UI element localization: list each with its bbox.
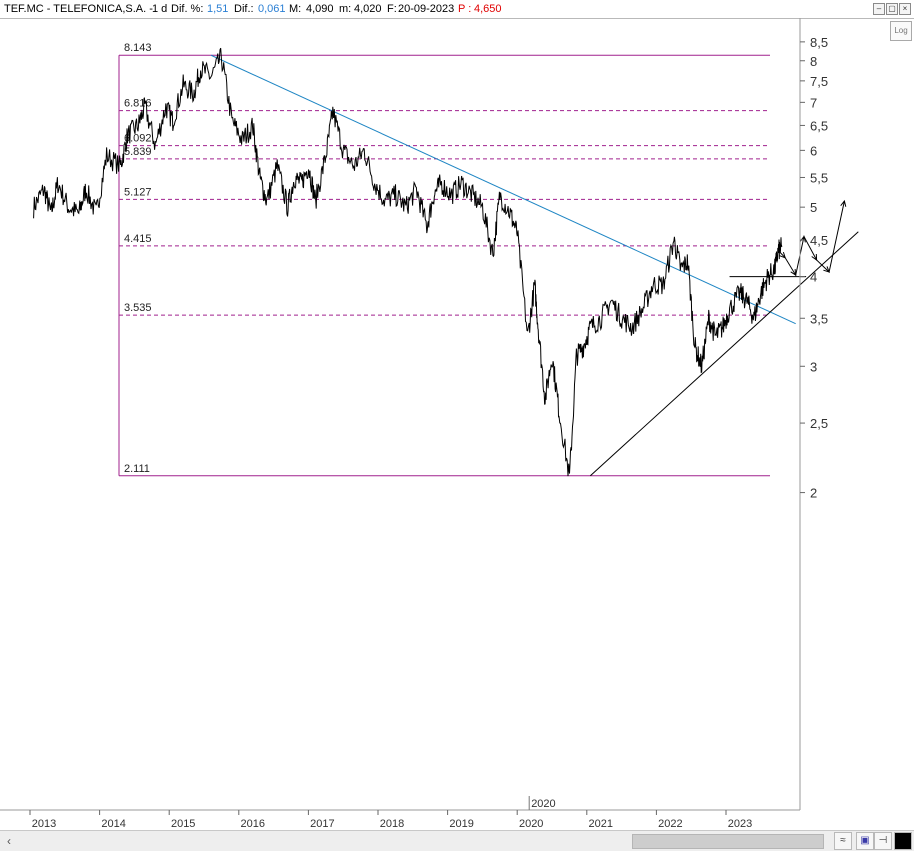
x-tick-label: 2014	[101, 818, 125, 830]
x-tick-label: 2015	[171, 818, 195, 830]
projection-arrowhead	[823, 266, 830, 273]
fib-level-label: 5.127	[124, 186, 152, 198]
fib-level-label: 6.092	[124, 133, 152, 145]
projection-arrowhead	[779, 251, 786, 259]
projection-arrowhead	[811, 253, 818, 262]
color-swatch-icon[interactable]	[894, 832, 912, 850]
minimize-button[interactable]: –	[873, 3, 885, 15]
y-tick-label: 3,5	[810, 311, 828, 326]
log-scale-button[interactable]: Log	[890, 21, 912, 41]
dif-pct-value: 1,51	[207, 3, 229, 15]
y-tick-label: 3	[810, 359, 817, 374]
scroll-left-arrow-icon[interactable]: ‹	[7, 834, 11, 848]
x-marker-label: 2020	[531, 798, 555, 810]
x-tick-label: 2020	[519, 818, 543, 830]
y-tick-label: 4,5	[810, 233, 828, 248]
date-value: 20-09-2023	[398, 3, 455, 15]
axes: 8,5 8 7,5 7 6,5 6 5,5 5 4,5 4 3,5 3 2,5 2 2013 2014 2015…	[0, 18, 828, 830]
y-tick-label: 5	[810, 200, 817, 215]
x-tick-label: 2022	[658, 818, 682, 830]
y-tick-label: 2,5	[810, 416, 828, 431]
y-tick-label: 4	[810, 270, 817, 285]
x-tick-label: 2021	[589, 818, 613, 830]
chart-header: TEF.MC - TELEFONICA,S.A. - 1 d Dif. %: 1…	[0, 0, 914, 19]
zoom-fit-icon[interactable]: ≈	[834, 832, 852, 850]
fib-level-label: 2.111	[124, 463, 150, 475]
price-line	[33, 47, 783, 477]
y-tick-label: 7,5	[810, 74, 828, 89]
max-value: 4,090	[306, 3, 334, 15]
min-label: m:	[339, 3, 352, 15]
fib-level-label: 5.839	[124, 146, 152, 158]
y-tick-label: 2	[810, 486, 817, 501]
fib-level-label: 6.816	[124, 98, 152, 110]
date-label: F:	[387, 3, 397, 15]
downtrend-line	[210, 54, 796, 325]
dif-pct-label: Dif. %:	[171, 3, 204, 15]
restore-button[interactable]: ▢	[886, 3, 898, 15]
fib-level-label: 4.415	[124, 233, 152, 245]
period-label: 1 d	[152, 3, 168, 15]
ticker-title: TEF.MC - TELEFONICA,S.A. -	[4, 3, 153, 15]
min-value: 4,020	[354, 3, 382, 15]
scroll-thumb[interactable]	[632, 834, 824, 849]
uptrend-line	[590, 231, 859, 477]
x-tick-label: 2013	[32, 818, 56, 830]
close-button[interactable]: ×	[899, 3, 911, 15]
trendlines	[210, 54, 859, 477]
x-tick-label: 2016	[241, 818, 265, 830]
y-tick-label: 6,5	[810, 118, 828, 133]
fib-level-label: 8.143	[124, 42, 152, 54]
time-scrollbar[interactable]: ‹ ≈ ▣ ⊣	[0, 830, 914, 851]
dif-value: 0,061	[258, 3, 286, 15]
pin-icon[interactable]: ⊣	[874, 832, 892, 850]
y-tick-label: 5,5	[810, 170, 828, 185]
y-tick-label: 6	[810, 143, 817, 158]
save-icon[interactable]: ▣	[856, 832, 874, 850]
price-series	[33, 47, 783, 477]
dif-label: Dif.:	[234, 3, 254, 15]
x-tick-label: 2023	[728, 818, 752, 830]
y-tick-label: 8,5	[810, 35, 828, 50]
projection-arrowhead	[840, 199, 847, 207]
y-tick-label: 8	[810, 54, 817, 69]
max-label: M:	[289, 3, 302, 15]
x-tick-label: 2017	[310, 818, 334, 830]
projection-arrowhead	[790, 269, 797, 277]
fib-level-label: 3.535	[124, 302, 152, 314]
x-tick-label: 2019	[449, 818, 473, 830]
x-tick-label: 2018	[380, 818, 404, 830]
price-label: P :	[458, 3, 472, 15]
price-value: 4,650	[474, 3, 502, 15]
y-tick-label: 7	[810, 95, 817, 110]
